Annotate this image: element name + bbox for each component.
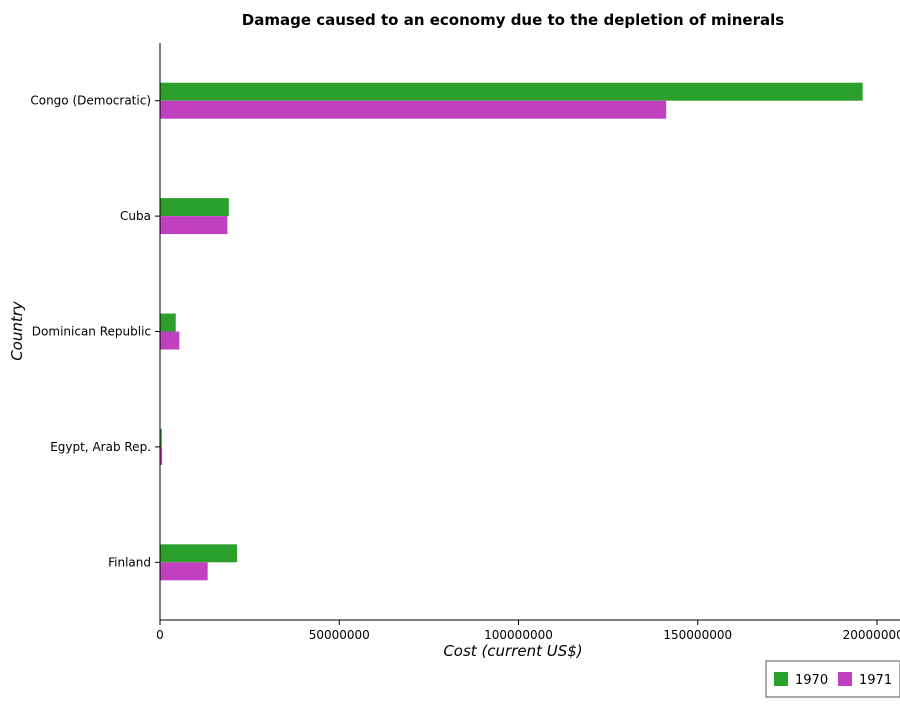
y-tick-label: Congo (Democratic) — [30, 94, 151, 108]
bar-1971-2 — [160, 331, 180, 350]
legend-label-1970: 1970 — [795, 673, 828, 688]
x-tick-label: 100000000 — [484, 628, 553, 642]
legend-label-1971: 1971 — [859, 673, 892, 688]
y-tick-label: Finland — [108, 555, 151, 569]
y-tick-label: Dominican Republic — [32, 325, 151, 339]
y-axis-label: Country — [8, 300, 26, 361]
y-ticks-group: Congo (Democratic) Cuba Dominican Republic… — [30, 94, 160, 569]
bar-1970-0 — [160, 82, 863, 101]
x-tick-label: 200000000 — [843, 628, 900, 642]
x-tick-label: 50000000 — [309, 628, 370, 642]
bar-1971-1 — [160, 216, 228, 235]
legend-swatch-1970 — [774, 672, 788, 686]
bar-1971-4 — [160, 562, 208, 581]
legend: 1970 1971 — [765, 660, 900, 698]
bar-1970-2 — [160, 313, 176, 332]
x-tick-label: 150000000 — [663, 628, 732, 642]
legend-box — [765, 660, 900, 698]
plot-area: Congo (Democratic) Cuba Dominican Republic… — [30, 43, 900, 642]
chart-title: Damage caused to an economy due to the d… — [242, 11, 784, 29]
bar-1971-0 — [160, 100, 667, 119]
x-tick-label: 0 — [156, 628, 164, 642]
plot-frame — [160, 43, 900, 620]
x-ticks-group: 0 50000000 100000000 150000000 200000000 — [156, 620, 900, 642]
bars-group — [160, 82, 863, 581]
x-axis-label: Cost (current US$) — [443, 642, 582, 660]
bar-1970-1 — [160, 198, 229, 217]
legend-swatch-1971 — [838, 672, 852, 686]
y-tick-label: Cuba — [120, 209, 151, 223]
bar-1970-3 — [160, 428, 162, 447]
bar-1970-4 — [160, 544, 238, 563]
bar-1971-3 — [160, 446, 163, 465]
y-tick-label: Egypt, Arab Rep. — [50, 440, 151, 454]
